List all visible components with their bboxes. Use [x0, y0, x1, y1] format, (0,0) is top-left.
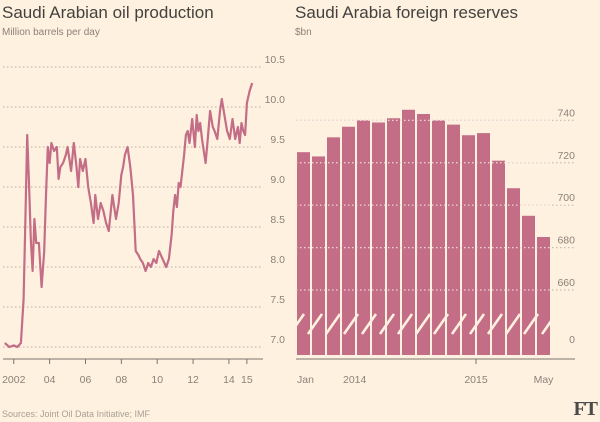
reserves-y-tick-label: 700: [557, 192, 575, 204]
reserves-bar: [357, 120, 370, 356]
reserves-y-axis: 0 660 680 700 720 740: [296, 107, 575, 360]
oil-x-tick-label: 04: [44, 374, 56, 386]
reserves-bar: [327, 137, 340, 355]
reserves-bar: [342, 126, 355, 356]
oil-line-layer: [4, 82, 254, 349]
reserves-bar: [312, 156, 325, 355]
reserves-y-tick-label: 0: [569, 334, 575, 346]
reserves-bar: [492, 160, 505, 355]
reserves-bar: [462, 135, 475, 355]
source-note: Sources: Joint Oil Data Initiative; IMF: [2, 409, 151, 419]
oil-y-tick-label: 8.0: [270, 254, 285, 266]
reserves-bar: [372, 122, 385, 355]
oil-x-tick-label: 10: [151, 374, 163, 386]
reserves-bar: [297, 152, 310, 355]
reserves-bar: [537, 236, 550, 355]
oil-x-tick-label: 06: [80, 374, 92, 386]
oil-chart-subtitle: Million barrels per day: [2, 27, 100, 38]
oil-x-axis: 2002 04 06 08 10 12 14 15: [2, 359, 253, 386]
reserves-bar: [432, 120, 445, 356]
oil-x-tick-label: 08: [116, 374, 128, 386]
reserves-gridlines: [296, 119, 575, 291]
foreign-reserves-chart: 0 660 680 700 720 740 Jan 2014 2015 May: [296, 107, 575, 386]
oil-y-tick-label: 7.0: [270, 334, 285, 346]
oil-y-tick-label: 10.0: [265, 94, 286, 106]
oil-production-line: [4, 82, 254, 349]
reserves-x-tick-label: May: [534, 374, 555, 386]
reserves-y-tick-label: 740: [557, 107, 575, 119]
oil-chart-title: Saudi Arabian oil production: [2, 3, 214, 22]
reserves-bar: [402, 109, 415, 355]
reserves-bar: [477, 133, 490, 355]
oil-x-tick-label: 2002: [2, 374, 26, 386]
reserves-chart-subtitle: $bn: [295, 27, 312, 38]
reserves-y-tick-label: 720: [557, 150, 575, 162]
oil-y-tick-label: 10.5: [265, 54, 286, 66]
oil-y-tick-label: 7.5: [270, 294, 285, 306]
oil-y-tick-label: 9.0: [270, 174, 285, 186]
reserves-x-axis: Jan 2014 2015 May: [297, 359, 554, 386]
reserves-bar: [387, 118, 400, 355]
reserves-bar: [417, 114, 430, 355]
oil-x-tick-label: 15: [241, 374, 253, 386]
ft-logo: FT: [573, 398, 598, 420]
oil-y-axis: 7.0 7.5 8.0 8.5 9.0 9.5 10.0 10.5: [3, 54, 286, 360]
oil-y-tick-label: 9.5: [270, 134, 285, 146]
oil-x-tick-label: 12: [187, 374, 199, 386]
reserves-x-tick-label: 2014: [343, 374, 367, 386]
reserves-chart-title: Saudi Arabia foreign reserves: [295, 3, 519, 22]
oil-x-tick-label: 14: [223, 374, 235, 386]
reserves-bars-layer: [296, 109, 551, 356]
reserves-y-tick-label: 680: [557, 235, 575, 247]
reserves-x-tick-label: Jan: [297, 374, 314, 386]
reserves-bar: [447, 124, 460, 355]
oil-y-tick-label: 8.5: [270, 214, 285, 226]
reserves-y-tick-label: 660: [557, 277, 575, 289]
reserves-x-tick-label: 2015: [464, 374, 488, 386]
axis-break-marker: [296, 311, 551, 335]
oil-production-chart: 7.0 7.5 8.0 8.5 9.0 9.5 10.0 10.5 2002 04 06 08 10 1…: [2, 54, 285, 386]
